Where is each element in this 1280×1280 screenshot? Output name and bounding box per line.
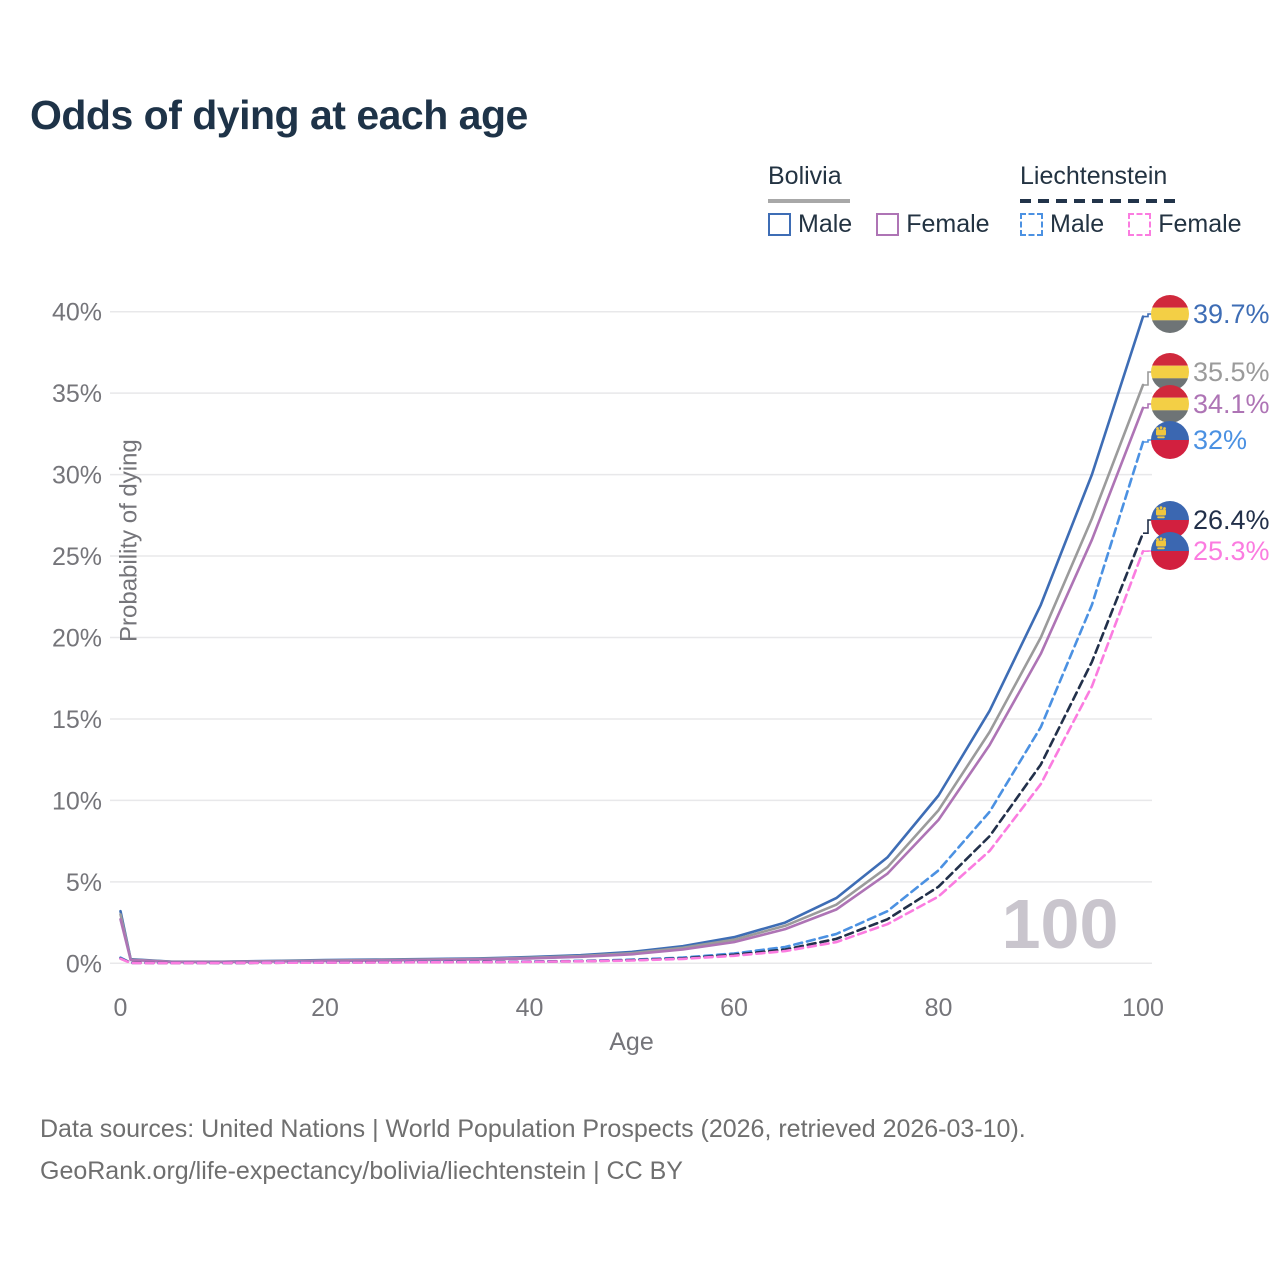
series-end-label: 39.7% bbox=[1193, 299, 1270, 329]
y-tick-label: 35% bbox=[52, 380, 102, 408]
x-tick-label: 20 bbox=[311, 994, 339, 1022]
series-connector bbox=[1143, 313, 1152, 318]
legend-group-title: Liechtenstein bbox=[1020, 162, 1168, 190]
series-line-bolivia-0[interactable] bbox=[119, 315, 1145, 964]
y-tick-label: 0% bbox=[66, 950, 102, 978]
legend-item-label: Female bbox=[1158, 210, 1242, 238]
x-tick-label: 40 bbox=[516, 994, 544, 1022]
legend-item-liechtenstein-male[interactable]: Male bbox=[1020, 210, 1104, 239]
legend-swatch-liechtenstein-male bbox=[1020, 213, 1043, 236]
y-tick-label: 5% bbox=[66, 869, 102, 897]
footer: Data sources: United Nations | World Pop… bbox=[40, 1108, 1026, 1192]
flag-icon-liechtenstein bbox=[1151, 421, 1189, 459]
series-connector bbox=[1143, 439, 1152, 443]
flag-icon-bolivia bbox=[1151, 385, 1189, 423]
series-line-liechtenstein-4[interactable] bbox=[119, 531, 1145, 965]
series-end-label: 26.4% bbox=[1193, 505, 1270, 535]
age-watermark: 100 bbox=[1002, 885, 1119, 963]
flag-icon-liechtenstein bbox=[1151, 501, 1189, 539]
x-tick-label: 60 bbox=[720, 994, 748, 1022]
legend-item-liechtenstein-female[interactable]: Female bbox=[1128, 210, 1242, 239]
legend-swatch-liechtenstein-female bbox=[1128, 213, 1152, 236]
series-line-bolivia-1[interactable] bbox=[119, 383, 1145, 964]
y-tick-label: 25% bbox=[52, 543, 102, 571]
series-line-liechtenstein-5[interactable] bbox=[119, 549, 1145, 965]
y-axis-title: Probability of dying bbox=[115, 439, 143, 642]
footer-line-2: GeoRank.org/life-expectancy/bolivia/liec… bbox=[40, 1157, 683, 1185]
legend-group-title: Bolivia bbox=[768, 162, 842, 190]
x-axis-title: Age bbox=[609, 1028, 654, 1056]
legend-item-label: Female bbox=[906, 210, 990, 238]
legend-underline-dashed bbox=[1020, 199, 1178, 203]
x-tick-label: 80 bbox=[925, 994, 953, 1022]
legend-item-label: Male bbox=[1050, 210, 1105, 238]
series-end-label: 35.5% bbox=[1193, 357, 1270, 387]
legend-swatch-bolivia-female bbox=[876, 213, 900, 236]
legend-group-bolivia: Bolivia Male Female bbox=[768, 162, 990, 239]
x-tick-label: 100 bbox=[1122, 994, 1164, 1022]
legend: Bolivia Male Female Liechtenstein Male bbox=[0, 162, 1280, 242]
series-connector bbox=[1143, 403, 1152, 409]
y-tick-label: 20% bbox=[52, 625, 102, 653]
legend-item-bolivia-male[interactable]: Male bbox=[768, 210, 852, 239]
flag-icon-bolivia bbox=[1151, 295, 1189, 333]
page-title: Odds of dying at each age bbox=[30, 92, 528, 138]
series-end-label: 34.1% bbox=[1193, 389, 1270, 419]
series-end-label: 32% bbox=[1193, 425, 1247, 455]
flag-icon-liechtenstein bbox=[1151, 532, 1189, 570]
series-end-label: 25.3% bbox=[1193, 536, 1270, 566]
y-tick-label: 10% bbox=[52, 787, 102, 815]
series-connector bbox=[1143, 371, 1152, 386]
series-connector bbox=[1143, 519, 1152, 534]
footer-line-1: Data sources: United Nations | World Pop… bbox=[40, 1115, 1026, 1143]
x-tick-label: 0 bbox=[114, 994, 128, 1022]
y-tick-label: 30% bbox=[52, 462, 102, 490]
legend-item-bolivia-female[interactable]: Female bbox=[876, 210, 990, 239]
y-tick-label: 15% bbox=[52, 706, 102, 734]
series-line-liechtenstein-3[interactable] bbox=[119, 440, 1145, 965]
y-tick-label: 40% bbox=[52, 299, 102, 327]
legend-item-label: Male bbox=[798, 210, 853, 238]
legend-group-liechtenstein: Liechtenstein Male Female bbox=[1020, 162, 1242, 239]
legend-underline-solid bbox=[768, 199, 850, 203]
series-line-bolivia-2[interactable] bbox=[119, 406, 1145, 964]
legend-swatch-bolivia-male bbox=[768, 213, 791, 236]
